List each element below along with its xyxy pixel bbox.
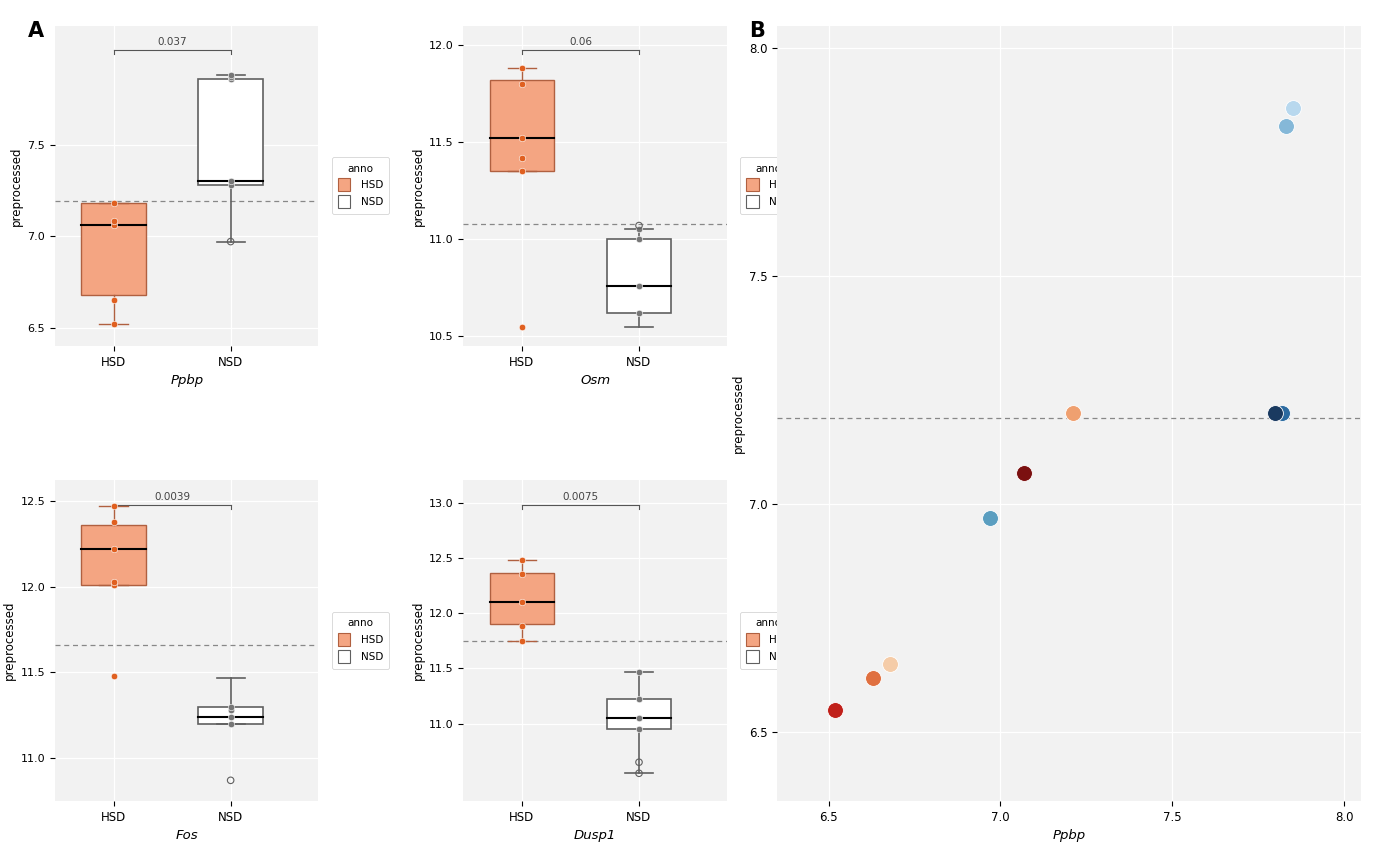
Point bbox=[1282, 101, 1303, 114]
Bar bbox=[490, 80, 554, 171]
Point bbox=[103, 293, 125, 307]
Point bbox=[103, 579, 125, 592]
Y-axis label: preprocessed: preprocessed bbox=[3, 601, 16, 681]
Point bbox=[103, 317, 125, 331]
Point bbox=[512, 619, 534, 633]
Point bbox=[628, 756, 650, 769]
Point bbox=[1275, 119, 1297, 133]
Point bbox=[103, 542, 125, 556]
Point bbox=[628, 233, 650, 246]
Point bbox=[220, 72, 242, 85]
X-axis label: Fos: Fos bbox=[176, 829, 198, 842]
Point bbox=[220, 70, 242, 83]
Point bbox=[103, 499, 125, 513]
Bar bbox=[606, 699, 671, 729]
Point bbox=[220, 774, 242, 787]
Point bbox=[103, 669, 125, 682]
Point bbox=[512, 320, 534, 333]
Text: B: B bbox=[749, 21, 766, 41]
Point bbox=[512, 567, 534, 581]
Point bbox=[1062, 406, 1084, 420]
Point bbox=[825, 703, 847, 717]
Legend: HSD, NSD: HSD, NSD bbox=[331, 613, 389, 669]
Point bbox=[220, 175, 242, 188]
Bar bbox=[198, 706, 263, 724]
Bar bbox=[490, 573, 554, 625]
Bar bbox=[198, 78, 263, 185]
Y-axis label: preprocessed: preprocessed bbox=[732, 373, 744, 453]
Point bbox=[512, 596, 534, 609]
Point bbox=[103, 218, 125, 232]
Point bbox=[220, 68, 242, 82]
Text: A: A bbox=[28, 21, 44, 41]
Point bbox=[628, 693, 650, 706]
Point bbox=[512, 634, 534, 648]
X-axis label: Dusp1: Dusp1 bbox=[573, 829, 616, 842]
Bar bbox=[81, 525, 146, 585]
Point bbox=[220, 710, 242, 723]
Point bbox=[862, 671, 884, 684]
Legend: HSD, NSD: HSD, NSD bbox=[740, 613, 797, 669]
Point bbox=[220, 699, 242, 713]
Point bbox=[1272, 406, 1294, 420]
Point bbox=[628, 306, 650, 320]
Point bbox=[880, 657, 902, 671]
Point bbox=[220, 235, 242, 249]
Point bbox=[103, 196, 125, 210]
X-axis label: Ppbp: Ppbp bbox=[1053, 829, 1086, 842]
Text: 0.0075: 0.0075 bbox=[562, 492, 598, 502]
Point bbox=[512, 61, 534, 75]
Point bbox=[220, 178, 242, 192]
Point bbox=[628, 665, 650, 678]
Point bbox=[512, 553, 534, 567]
Point bbox=[512, 131, 534, 145]
Point bbox=[512, 77, 534, 90]
X-axis label: Osm: Osm bbox=[580, 374, 610, 387]
X-axis label: Ppbp: Ppbp bbox=[170, 374, 204, 387]
Text: 0.037: 0.037 bbox=[157, 37, 187, 47]
Point bbox=[512, 151, 534, 164]
Point bbox=[628, 219, 650, 233]
Text: 0.0039: 0.0039 bbox=[154, 492, 190, 502]
Point bbox=[220, 703, 242, 717]
Y-axis label: preprocessed: preprocessed bbox=[11, 146, 23, 226]
Point bbox=[628, 279, 650, 292]
Bar bbox=[81, 203, 146, 295]
Text: 0.06: 0.06 bbox=[569, 37, 593, 47]
Point bbox=[103, 515, 125, 528]
Legend: HSD, NSD: HSD, NSD bbox=[740, 158, 797, 214]
Y-axis label: preprocessed: preprocessed bbox=[411, 601, 425, 681]
Point bbox=[628, 767, 650, 780]
Point bbox=[628, 711, 650, 725]
Point bbox=[103, 575, 125, 589]
Point bbox=[628, 722, 650, 736]
Point bbox=[1265, 406, 1287, 420]
Point bbox=[628, 222, 650, 236]
Y-axis label: preprocessed: preprocessed bbox=[411, 146, 425, 226]
Point bbox=[979, 511, 1001, 525]
Point bbox=[103, 215, 125, 228]
Bar bbox=[606, 239, 671, 313]
Point bbox=[512, 164, 534, 178]
Point bbox=[1013, 466, 1035, 480]
Legend: HSD, NSD: HSD, NSD bbox=[331, 158, 389, 214]
Point bbox=[220, 717, 242, 731]
